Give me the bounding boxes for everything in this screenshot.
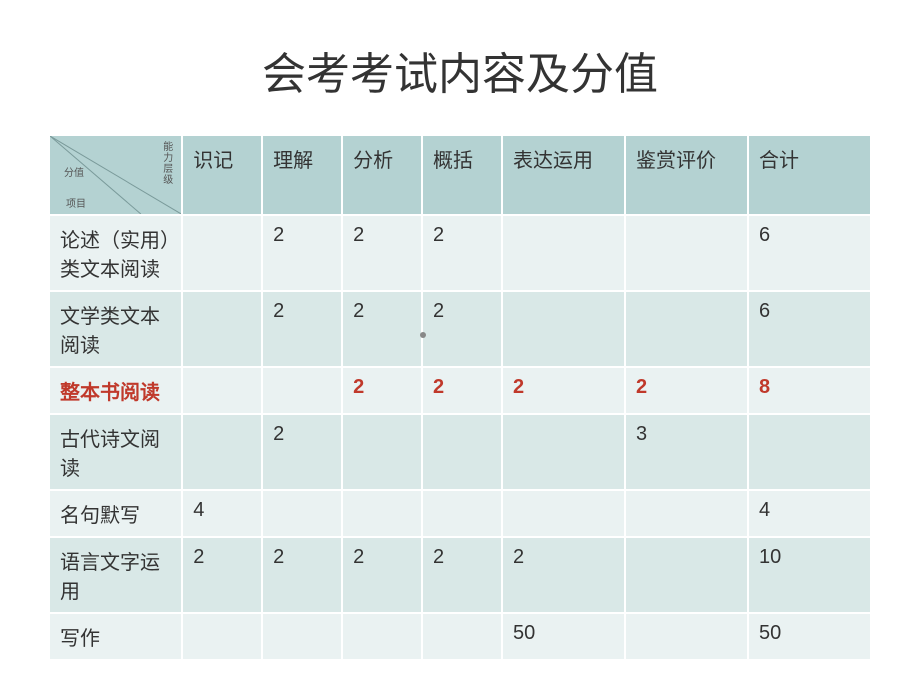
table-row: 名句默写44 [49,490,871,537]
cell: 6 [748,215,871,291]
corner-label-bottom: 项目 [66,199,86,210]
cell [502,414,625,490]
cell [625,537,748,613]
cell: 2 [342,215,422,291]
cell [342,490,422,537]
cell [182,613,262,660]
cell [625,215,748,291]
cell: 50 [502,613,625,660]
cell [262,367,342,414]
col-header: 识记 [182,135,262,215]
cell: 2 [262,215,342,291]
cell: 2 [422,291,502,367]
cell: 10 [748,537,871,613]
col-header: 合计 [748,135,871,215]
cell [625,291,748,367]
row-label: 文学类文本阅读 [49,291,182,367]
cell: 2 [342,537,422,613]
score-table: 能力层级 分值 项目 识记 理解 分析 概括 表达运用 鉴赏评价 合计 论述（实… [48,134,872,661]
col-header: 理解 [262,135,342,215]
score-table-container: 能力层级 分值 项目 识记 理解 分析 概括 表达运用 鉴赏评价 合计 论述（实… [0,134,920,661]
cell [182,414,262,490]
cell [422,613,502,660]
cell [502,490,625,537]
cell: 4 [748,490,871,537]
cell: 2 [262,414,342,490]
cell [422,490,502,537]
col-header: 鉴赏评价 [625,135,748,215]
cell [342,414,422,490]
table-row: 古代诗文阅读 2 3 [49,414,871,490]
cell: 8 [748,367,871,414]
row-label: 名句默写 [49,490,182,537]
col-header: 表达运用 [502,135,625,215]
corner-label-left: 分值 [64,168,84,179]
cell: 2 [342,291,422,367]
page-title: 会考考试内容及分值 [0,0,920,134]
col-header: 概括 [422,135,502,215]
corner-header: 能力层级 分值 项目 [49,135,182,215]
table-row: 语言文字运用2222210 [49,537,871,613]
table-row: 文学类文本阅读2226 [49,291,871,367]
header-row: 能力层级 分值 项目 识记 理解 分析 概括 表达运用 鉴赏评价 合计 [49,135,871,215]
cell [262,490,342,537]
cell [342,613,422,660]
cell [182,367,262,414]
col-header: 分析 [342,135,422,215]
row-label: 整本书阅读 [49,367,182,414]
cell: 2 [182,537,262,613]
table-row: 论述（实用）类文本阅读2226 [49,215,871,291]
cell: 3 [625,414,748,490]
cell: 50 [748,613,871,660]
cell: 2 [502,367,625,414]
cell: 2 [502,537,625,613]
cell: 2 [262,537,342,613]
row-label: 古代诗文阅读 [49,414,182,490]
cell [422,414,502,490]
cell: 2 [262,291,342,367]
cell [625,613,748,660]
cell [502,291,625,367]
cell: 2 [422,367,502,414]
cell [748,414,871,490]
center-marker [420,332,426,338]
cell: 2 [422,537,502,613]
cell: 4 [182,490,262,537]
corner-label-right: 能力层级 [161,142,175,186]
cell [182,215,262,291]
row-label: 语言文字运用 [49,537,182,613]
row-label: 写作 [49,613,182,660]
table-row: 整本书阅读22228 [49,367,871,414]
cell: 2 [342,367,422,414]
cell [625,490,748,537]
cell: 2 [422,215,502,291]
cell [182,291,262,367]
table-row: 写作 50 50 [49,613,871,660]
cell [502,215,625,291]
cell: 2 [625,367,748,414]
table-body: 论述（实用）类文本阅读2226文学类文本阅读2226整本书阅读22228古代诗文… [49,215,871,660]
cell [262,613,342,660]
row-label: 论述（实用）类文本阅读 [49,215,182,291]
cell: 6 [748,291,871,367]
